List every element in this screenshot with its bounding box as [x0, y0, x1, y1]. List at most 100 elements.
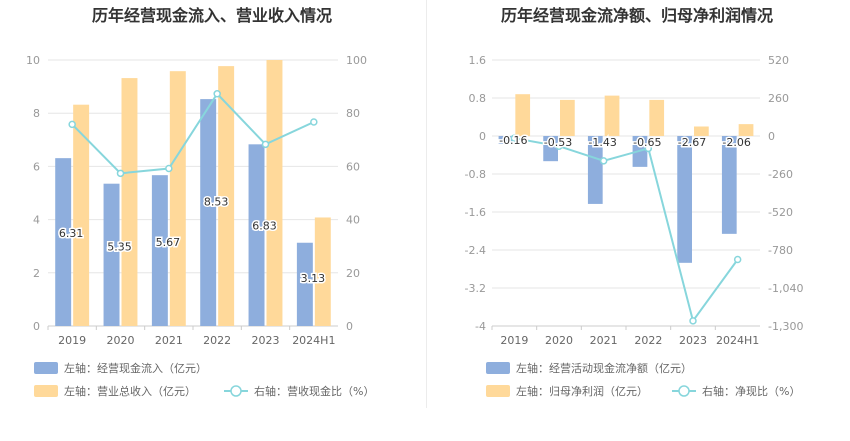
bar-secondary — [73, 104, 90, 326]
panel-divider — [426, 0, 427, 408]
bar-data-label: 8.53 — [204, 196, 229, 209]
left-axis-tick-label: 0.8 — [469, 92, 487, 105]
x-axis-label: 2022 — [203, 334, 231, 347]
right-axis-tick-label: 0 — [346, 320, 353, 333]
left-axis-tick-label: 10 — [26, 54, 40, 67]
bar-data-label: -2.67 — [678, 136, 706, 149]
chart-title: 历年经营现金流净额、归母净利润情况 — [501, 6, 773, 25]
right-axis-tick-label: 100 — [346, 54, 367, 67]
x-axis-label: 2019 — [58, 334, 86, 347]
left-axis-tick-label: -1.6 — [465, 206, 486, 219]
right-axis-tick-label: 60 — [346, 160, 360, 173]
line-point — [689, 317, 697, 325]
x-axis-label: 2023 — [252, 334, 280, 347]
x-axis-label: 2021 — [155, 334, 183, 347]
right-axis-tick-label: 80 — [346, 107, 360, 120]
left-axis-tick-label: 0 — [479, 130, 486, 143]
x-axis-label: 2020 — [107, 334, 135, 347]
bar-primary — [200, 99, 217, 327]
legend-label: 右轴：营收现金比（%） — [254, 384, 374, 398]
bar-secondary — [314, 217, 331, 326]
x-axis-label: 2024H1 — [292, 334, 335, 347]
bar-primary — [151, 175, 168, 326]
bar-data-label: 6.83 — [252, 220, 277, 233]
bar-secondary — [604, 95, 620, 136]
x-axis-label: 2019 — [500, 334, 528, 347]
x-axis-label: 2023 — [679, 334, 707, 347]
x-axis-label: 2022 — [634, 334, 662, 347]
left-axis-tick-label: -4 — [475, 320, 486, 333]
line-series — [71, 92, 315, 175]
line-point — [261, 140, 270, 149]
bar-primary — [587, 136, 603, 204]
right-axis-tick-label: -1,300 — [768, 320, 803, 333]
x-axis-label: 2021 — [590, 334, 618, 347]
left-axis-tick-label: -2.4 — [465, 244, 486, 257]
bar-primary — [248, 144, 265, 326]
left-axis-tick-label: 4 — [33, 214, 40, 227]
left-axis-tick-label: -0.8 — [465, 168, 486, 181]
bar-data-label: 5.67 — [156, 236, 181, 249]
right-axis-tick-label: -780 — [768, 244, 793, 257]
legend-label: 左轴：经营现金流入（亿元） — [64, 361, 207, 375]
bar-data-label: -2.06 — [722, 136, 750, 149]
line-point — [213, 90, 221, 98]
bar-secondary — [515, 94, 531, 136]
line-point — [165, 164, 173, 173]
bar-data-label: 5.35 — [107, 241, 132, 254]
line-point — [510, 134, 519, 142]
bar-secondary — [738, 124, 754, 136]
line-point — [599, 157, 608, 165]
bar-primary — [721, 136, 737, 234]
bar-data-label: -0.65 — [633, 136, 661, 149]
bar-primary — [103, 183, 120, 326]
legend-swatch-bar — [486, 362, 510, 374]
left-axis-tick-label: 0 — [33, 320, 40, 333]
left-axis-tick-label: -3.2 — [465, 282, 486, 295]
legend-label: 右轴：净现比（%） — [702, 384, 800, 398]
legend-label: 左轴：归母净利润（亿元） — [516, 384, 648, 398]
bar-primary — [498, 136, 514, 144]
line-point — [644, 144, 653, 153]
line-point — [116, 169, 125, 178]
bar-data-label: -0.53 — [544, 136, 572, 149]
bar-secondary — [121, 78, 138, 326]
left-axis-tick-label: 6 — [33, 160, 40, 173]
legend-label: 左轴：经营活动现金流净额（亿元） — [516, 361, 692, 375]
right-axis-tick-label: -260 — [768, 168, 793, 181]
bar-secondary — [169, 71, 186, 326]
legend-swatch-marker — [678, 385, 690, 397]
bar-primary — [55, 158, 72, 326]
bar-secondary — [218, 66, 235, 327]
line-point — [555, 142, 563, 150]
bar-data-label: -0.16 — [499, 134, 527, 147]
x-axis-label: 2020 — [545, 334, 573, 347]
bar-data-label: 3.13 — [301, 272, 326, 285]
line-series — [514, 137, 739, 324]
legend-swatch-bar — [486, 385, 510, 397]
bar-primary — [543, 136, 558, 162]
line-point — [68, 120, 76, 129]
legend-swatch-bar — [34, 362, 58, 374]
right-axis-tick-label: 260 — [768, 92, 789, 105]
legend-swatch-bar — [34, 385, 58, 397]
bar-secondary — [266, 60, 283, 326]
right-axis-tick-label: 40 — [346, 214, 360, 227]
left-axis-tick-label: 1.6 — [469, 54, 487, 67]
bar-secondary — [560, 99, 575, 136]
bar-secondary — [694, 126, 709, 136]
bar-primary — [296, 242, 313, 326]
line-point — [310, 118, 318, 126]
right-axis-tick-label: 520 — [768, 54, 789, 67]
x-axis-label: 2024H1 — [716, 334, 759, 347]
right-axis-tick-label: 20 — [346, 267, 360, 280]
bar-data-label: 6.31 — [59, 227, 84, 240]
right-axis-tick-label: -1,040 — [768, 282, 803, 295]
bar-primary — [677, 136, 692, 263]
right-axis-tick-label: 0 — [768, 130, 775, 143]
line-point — [733, 255, 742, 264]
legend-swatch-marker — [230, 385, 242, 397]
right-axis-tick-label: -520 — [768, 206, 793, 219]
